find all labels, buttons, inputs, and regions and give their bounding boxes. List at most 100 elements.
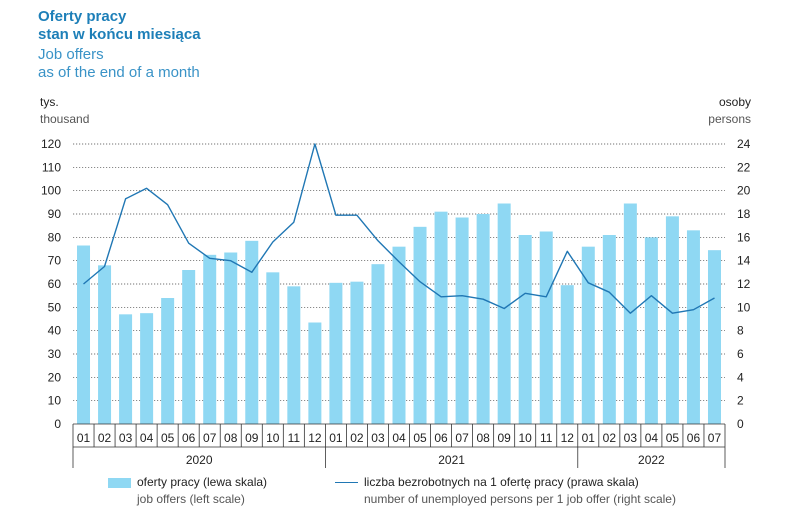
month-label: 08 (224, 431, 238, 445)
bar (602, 235, 616, 424)
right-unit-en: persons (708, 112, 751, 126)
year-label: 2022 (638, 453, 665, 467)
bar (518, 235, 532, 424)
bar (77, 245, 91, 424)
month-label: 07 (708, 431, 722, 445)
bar (245, 240, 259, 424)
bar (308, 322, 322, 424)
left-tick-label: 60 (48, 277, 62, 291)
month-label: 02 (603, 431, 617, 445)
left-tick-label: 100 (41, 184, 61, 198)
gridlines (73, 143, 725, 402)
bar (182, 270, 196, 424)
right-tick-label: 10 (737, 300, 751, 314)
legend-line-swatch (335, 482, 358, 483)
month-label: 02 (350, 431, 364, 445)
bar (497, 203, 511, 424)
bar (560, 285, 574, 424)
month-label: 04 (140, 431, 154, 445)
month-label: 03 (119, 431, 133, 445)
bar (665, 216, 679, 424)
month-label: 06 (434, 431, 448, 445)
bar (98, 265, 112, 424)
month-label: 03 (371, 431, 385, 445)
bar (329, 282, 343, 424)
month-label: 05 (161, 431, 175, 445)
right-tick-label: 6 (737, 347, 744, 361)
month-label: 09 (245, 431, 259, 445)
month-label: 04 (645, 431, 659, 445)
legend-bars-label-en: job offers (left scale) (137, 492, 245, 506)
bar (140, 313, 154, 424)
left-tick-label: 80 (48, 230, 62, 244)
month-label: 01 (329, 431, 343, 445)
left-tick-label: 20 (48, 370, 62, 384)
bar (539, 231, 553, 424)
line-series (83, 143, 715, 314)
bar (392, 246, 406, 424)
right-tick-label: 14 (737, 254, 751, 268)
left-tick-label: 70 (48, 254, 62, 268)
month-label: 11 (288, 431, 301, 445)
month-label: 07 (455, 431, 469, 445)
legend-item-bars: oferty pracy (lewa skala) job offers (le… (137, 474, 267, 508)
title-en-line2: as of the end of a month (38, 64, 200, 81)
bar (224, 252, 238, 424)
right-unit-pl: osoby (718, 95, 751, 109)
year-label: 2021 (438, 453, 465, 467)
left-tick-label: 30 (48, 347, 62, 361)
chart-title-polish: Oferty pracy stan w końcu miesiąca (38, 8, 201, 44)
bar (476, 214, 490, 424)
bar (119, 314, 133, 424)
series-line (83, 143, 715, 314)
bar (413, 226, 427, 424)
bar (581, 246, 595, 424)
right-tick-label: 8 (737, 324, 744, 338)
bar (434, 211, 448, 424)
year-label: 2020 (186, 453, 213, 467)
axis-ticks: 0 0 10 2 20 4 30 6 40 8 50 10 60 12 70 14 80 16 90 18 100 20 1… (41, 137, 751, 431)
bar (161, 298, 175, 424)
bar (371, 264, 385, 424)
month-label: 03 (624, 431, 638, 445)
right-tick-label: 16 (737, 230, 751, 244)
bar (350, 281, 364, 424)
month-label: 05 (413, 431, 427, 445)
title-pl-line2: stan w końcu miesiąca (38, 26, 201, 43)
left-tick-label: 120 (41, 137, 61, 151)
left-unit-pl: tys. (40, 95, 59, 109)
title-en-line1: Job offers (38, 46, 104, 63)
title-pl-line1: Oferty pracy (38, 8, 127, 25)
month-label: 12 (561, 431, 575, 445)
legend-line-label-en: number of unemployed persons per 1 job o… (364, 492, 676, 506)
chart-title-english: Job offers as of the end of a month (38, 46, 200, 82)
left-tick-label: 40 (48, 324, 62, 338)
month-label: 12 (308, 431, 322, 445)
right-tick-label: 18 (737, 207, 751, 221)
left-tick-label: 50 (48, 300, 62, 314)
month-label: 11 (540, 431, 553, 445)
left-tick-label: 90 (48, 207, 62, 221)
left-unit-en: thousand (40, 112, 90, 126)
bar (203, 254, 217, 424)
left-tick-label: 0 (54, 417, 61, 431)
bar-series (77, 203, 721, 424)
right-tick-label: 24 (737, 137, 751, 151)
month-label: 07 (203, 431, 217, 445)
month-label: 01 (77, 431, 91, 445)
legend-line-label-pl: liczba bezrobotnych na 1 ofertę pracy (p… (364, 475, 639, 489)
bar (287, 286, 301, 424)
month-label: 01 (582, 431, 596, 445)
bar (686, 230, 700, 424)
legend-bar-swatch (108, 478, 131, 488)
month-label: 05 (666, 431, 680, 445)
right-tick-label: 0 (737, 417, 744, 431)
month-label: 10 (519, 431, 533, 445)
legend-item-line: liczba bezrobotnych na 1 ofertę pracy (p… (364, 474, 676, 508)
bar (266, 272, 280, 424)
legend-bars-label-pl: oferty pracy (lewa skala) (137, 475, 268, 489)
right-tick-label: 22 (737, 160, 751, 174)
right-axis-unit: osoby persons (708, 94, 751, 128)
x-axis: 01 02 03 04 05 06 07 08 09 10 11 12 01 02 03 04 05 06 07 08… (72, 423, 726, 468)
